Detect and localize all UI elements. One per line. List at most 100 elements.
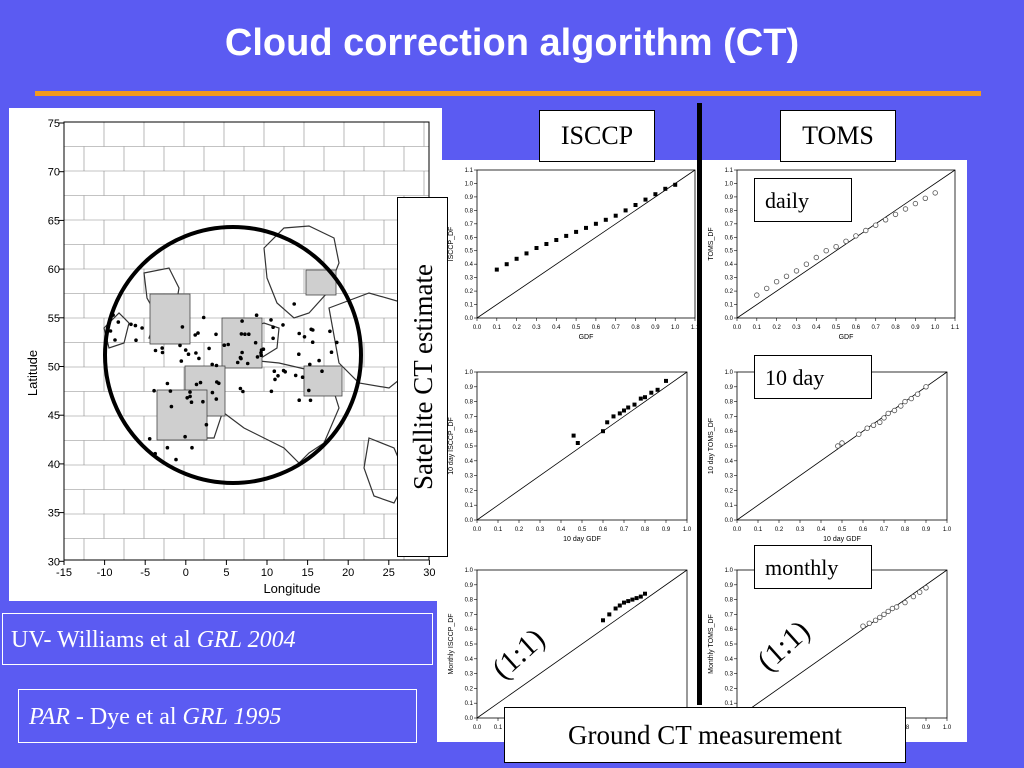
station-dot xyxy=(271,325,275,329)
data-point xyxy=(923,585,929,591)
y-tick-label: 0.1 xyxy=(725,503,734,509)
data-point xyxy=(574,229,579,234)
data-point xyxy=(494,267,499,272)
y-tick-label: 0.3 xyxy=(725,672,734,678)
y-tick-label: 1.0 xyxy=(465,370,474,376)
x-tick-label: 0.5 xyxy=(572,325,581,331)
map-lon-tick-label: 5 xyxy=(223,567,229,579)
x-tick-label: 0.1 xyxy=(494,725,503,731)
x-tick-label: 0.7 xyxy=(612,325,621,331)
data-point xyxy=(860,623,866,629)
station-dot xyxy=(269,389,274,394)
y-tick-label: 0.0 xyxy=(725,316,734,322)
data-point xyxy=(622,600,626,605)
y-axis-label: ISCCP_DF xyxy=(448,227,455,262)
toms-header: TOMS xyxy=(780,110,896,162)
data-point xyxy=(630,597,635,602)
data-point xyxy=(673,182,678,187)
station-dot xyxy=(245,361,250,366)
station-dot xyxy=(309,327,314,332)
x-tick-label: 0.2 xyxy=(775,527,784,533)
station-dot xyxy=(235,360,240,365)
data-point xyxy=(877,419,883,425)
data-point xyxy=(663,186,668,191)
map-lat-tick-label: 30 xyxy=(48,556,60,568)
par-reference-text: - Dye et al xyxy=(69,704,183,730)
y-axis-label: Monthly ISCCP_DF xyxy=(448,613,455,674)
x-tick-label: 0.6 xyxy=(592,325,601,331)
x-tick-label: 0.9 xyxy=(662,527,671,533)
y-tick-label: 0.3 xyxy=(465,474,474,480)
station-dot xyxy=(194,382,199,387)
y-axis-label: 10 day TOMS_DF xyxy=(708,418,715,474)
map-lon-tick-label: 25 xyxy=(383,567,395,579)
station-dot xyxy=(300,375,305,380)
x-tick-label: 0.6 xyxy=(852,325,861,331)
y-tick-label: 0.1 xyxy=(465,303,474,309)
data-point xyxy=(866,620,872,626)
data-point xyxy=(626,405,631,410)
region-circle xyxy=(103,225,363,485)
data-point xyxy=(613,213,618,218)
x-tick-label: 0.2 xyxy=(515,527,524,533)
satellite-axis-label: Satellite CT estimate xyxy=(408,264,438,490)
ten-day-label: 10 day xyxy=(754,355,872,399)
x-tick-label: 0.1 xyxy=(494,527,503,533)
one-to-one-line xyxy=(476,169,696,319)
data-point xyxy=(605,420,610,425)
data-point xyxy=(893,604,900,610)
data-point xyxy=(613,606,618,611)
y-tick-label: 0.1 xyxy=(465,503,474,509)
station-dot xyxy=(189,400,194,405)
data-point xyxy=(902,398,908,405)
station-dot xyxy=(152,388,156,393)
map-lon-tick-label: -5 xyxy=(140,567,150,579)
satellite-axis-box: Satellite CT estimate xyxy=(397,197,448,557)
station-dot xyxy=(308,398,313,403)
data-point xyxy=(877,614,883,621)
y-tick-label: 0.2 xyxy=(725,686,734,692)
data-point xyxy=(638,396,643,401)
map-lon-tick-label: -15 xyxy=(56,567,72,579)
data-point xyxy=(833,243,839,250)
station-dot xyxy=(214,332,218,337)
x-tick-label: 0.4 xyxy=(557,527,566,533)
map-xlabel: Longitude xyxy=(263,581,320,596)
y-tick-label: 1.0 xyxy=(725,568,734,574)
station-dot xyxy=(174,457,178,462)
data-point xyxy=(655,387,660,392)
y-tick-label: 0.9 xyxy=(465,195,474,201)
data-point xyxy=(634,596,639,601)
station-dot xyxy=(129,322,133,327)
data-point xyxy=(910,593,917,600)
title-divider xyxy=(35,91,981,96)
station-dot xyxy=(247,332,251,336)
data-point xyxy=(882,217,889,223)
station-dot xyxy=(116,320,121,324)
x-tick-label: 0.8 xyxy=(901,527,910,533)
y-tick-label: 0.5 xyxy=(465,642,474,648)
x-tick-label: 0.0 xyxy=(473,527,482,533)
data-point xyxy=(813,254,819,261)
slide-title: Cloud correction algorithm (CT) xyxy=(224,22,800,64)
data-point xyxy=(601,618,605,623)
data-point xyxy=(571,433,576,438)
station-dot xyxy=(160,350,165,355)
y-tick-label: 0.6 xyxy=(465,429,474,435)
y-tick-label: 0.7 xyxy=(725,414,734,420)
data-point xyxy=(881,611,887,618)
station-dot xyxy=(238,355,243,360)
plot-frame xyxy=(476,169,696,319)
map-lat-tick-label: 40 xyxy=(48,459,60,471)
map-lat-tick-label: 75 xyxy=(48,118,60,130)
satellite-axis-svg: Satellite CT estimate xyxy=(408,264,438,490)
station-dot xyxy=(186,352,191,356)
station-dot xyxy=(239,332,244,336)
x-tick-label: 1.0 xyxy=(671,325,680,331)
station-dot xyxy=(165,381,170,386)
data-point xyxy=(843,238,849,244)
station-dot xyxy=(183,348,188,352)
map-lat-tick-label: 45 xyxy=(48,410,60,422)
station-dot xyxy=(179,359,184,363)
x-tick-label: 1.0 xyxy=(943,725,952,731)
